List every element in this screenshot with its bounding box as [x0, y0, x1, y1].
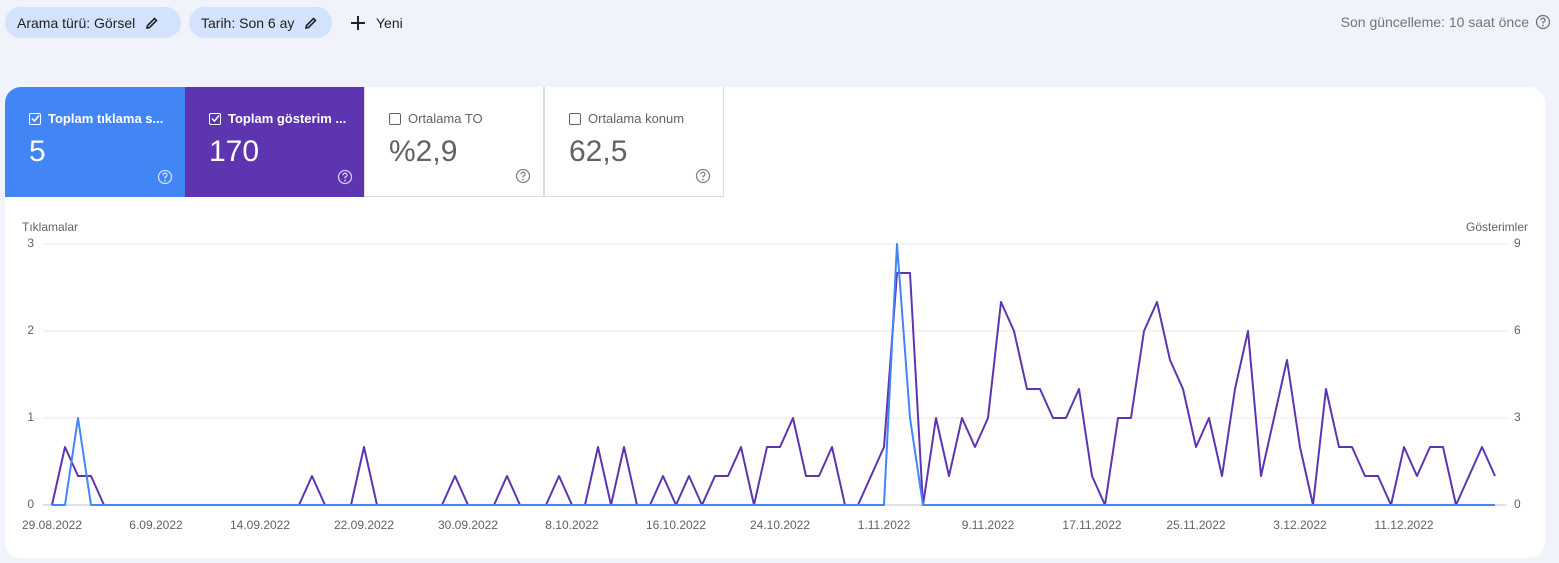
metric-value: 62,5 — [569, 135, 628, 168]
metric-label: Toplam tıklama s... — [48, 111, 164, 126]
edit-icon — [305, 16, 318, 29]
metric-value: 5 — [29, 135, 46, 168]
last-update: Son güncelleme: 10 saat önce — [1341, 14, 1551, 30]
last-update-text: Son güncelleme: 10 saat önce — [1340, 14, 1529, 30]
help-icon[interactable] — [695, 168, 711, 184]
performance-card: Toplam tıklama s... 5 Toplam gösterim ...… — [5, 87, 1545, 558]
filter-label: Arama türü: Görsel — [17, 14, 136, 31]
edit-icon — [146, 16, 158, 29]
metric-card[interactable]: Ortalama konum 62,5 — [544, 87, 724, 197]
metric-header: Toplam gösterim ... — [209, 111, 365, 126]
metric-checkbox[interactable] — [29, 112, 41, 125]
metric-checkbox[interactable] — [209, 112, 221, 125]
plus-icon — [351, 15, 365, 30]
metric-header: Toplam tıklama s... — [29, 111, 185, 126]
metric-card[interactable]: Ortalama TO %2,9 — [364, 87, 544, 197]
help-icon[interactable] — [157, 169, 173, 185]
help-icon[interactable] — [515, 168, 531, 184]
metric-label: Ortalama konum — [588, 111, 685, 126]
metric-header: Ortalama konum — [569, 111, 723, 126]
help-icon[interactable] — [337, 169, 353, 185]
metric-checkbox[interactable] — [569, 112, 581, 125]
help-icon[interactable] — [1535, 14, 1551, 30]
metric-label: Toplam gösterim ... — [228, 111, 347, 126]
metric-header: Ortalama TO — [389, 111, 543, 126]
metric-value: 170 — [209, 135, 260, 168]
filter-label: Tarih: Son 6 ay — [201, 14, 295, 31]
metric-label: Ortalama TO — [408, 111, 483, 126]
new-filter-button[interactable]: Yeni — [350, 7, 403, 38]
metric-checkbox[interactable] — [389, 112, 401, 125]
metric-card[interactable]: Toplam tıklama s... 5 — [5, 87, 185, 197]
filter-chip[interactable]: Arama türü: Görsel — [5, 7, 181, 38]
filter-chip[interactable]: Tarih: Son 6 ay — [189, 7, 332, 38]
metric-card[interactable]: Toplam gösterim ... 170 — [185, 87, 365, 197]
metric-value: %2,9 — [389, 135, 458, 168]
new-label: Yeni — [376, 14, 403, 31]
